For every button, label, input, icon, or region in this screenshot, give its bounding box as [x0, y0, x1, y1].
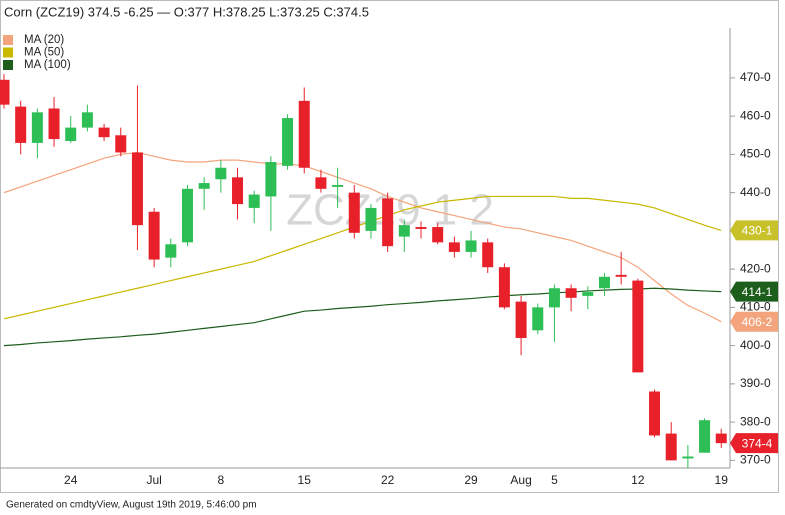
price-tag-label: 430-1 [742, 224, 773, 238]
candle-body [198, 183, 210, 189]
ma-line [3, 287, 722, 347]
y-tick-label: 470-0 [740, 70, 771, 84]
candle-body [615, 274, 627, 277]
legend-swatch [3, 47, 13, 58]
candle-body [98, 127, 110, 138]
candle-body [265, 162, 277, 197]
candle-body [282, 118, 294, 166]
candle-body [715, 433, 727, 444]
candle-body [532, 307, 544, 331]
y-tick-label: 440-0 [740, 185, 771, 199]
legend-label: MA (100) [24, 59, 71, 71]
x-tick-label: Aug [510, 473, 531, 487]
footer: Generated on cmdtyView, August 19th 2019… [6, 500, 257, 511]
y-tick-label: 410-0 [740, 300, 771, 314]
candle-body [31, 112, 43, 143]
candle-body [148, 211, 160, 260]
y-tick-label: 390-0 [740, 376, 771, 390]
candle-body [482, 242, 494, 268]
candle-body [48, 108, 60, 140]
candle-body [649, 391, 661, 436]
candle-body [565, 288, 577, 298]
candle-body [548, 288, 560, 308]
plot-area [0, 74, 727, 468]
x-tick-label: 24 [64, 473, 78, 487]
price-tag [730, 433, 778, 454]
candle-body [0, 79, 10, 105]
candle-body [398, 225, 410, 237]
y-tick-label: 450-0 [740, 147, 771, 161]
candle-body [348, 192, 360, 233]
x-tick-label: 22 [381, 473, 395, 487]
legend-label: MA (20) [24, 34, 64, 46]
y-tick-label: 370-0 [740, 453, 771, 467]
price-tag-label: 414-1 [742, 285, 773, 299]
candle-body [365, 207, 377, 231]
ma-line [3, 195, 722, 320]
legend-swatch [3, 35, 13, 45]
candle-body [432, 227, 444, 243]
candle-body [682, 456, 694, 459]
candle-body [165, 244, 177, 258]
x-tick-label: 5 [551, 473, 558, 487]
candle-body [598, 276, 610, 289]
candle-body [515, 301, 527, 338]
candle-body [215, 167, 227, 180]
candle-body [498, 267, 510, 308]
price-tag [730, 311, 778, 332]
y-tick-label: 460-0 [740, 108, 771, 122]
candle-body [131, 152, 143, 226]
x-tick-label: 8 [217, 473, 224, 487]
candle-body [582, 292, 594, 296]
y-tick-label: 400-0 [740, 338, 771, 352]
price-tag [730, 220, 778, 241]
candle-body [448, 242, 460, 252]
candle-body [298, 100, 310, 168]
candle-body [632, 280, 644, 373]
candle-body [15, 106, 27, 143]
candle-body [232, 177, 244, 205]
candle-body [81, 112, 93, 128]
x-tick-label: 15 [298, 473, 312, 487]
price-tag [730, 281, 778, 302]
legend-swatch [3, 60, 13, 70]
y-tick-label: 380-0 [740, 414, 771, 428]
price-tag-label: 406-2 [742, 315, 773, 329]
candle-body [315, 177, 327, 189]
candle-body [248, 194, 260, 208]
x-tick-label: 19 [715, 473, 729, 487]
ma-line [3, 151, 722, 323]
candle-body [665, 433, 677, 461]
candle-body [65, 127, 77, 141]
x-tick-label: 12 [631, 473, 645, 487]
chart-title: Corn (ZCZ19) 374.5 -6.25 — O:377 H:378.2… [4, 4, 369, 19]
x-tick-label: Jul [146, 473, 161, 487]
candle-body [699, 420, 711, 453]
y-tick-label: 420-0 [740, 261, 771, 275]
candle-body [382, 198, 394, 247]
candle-body [115, 135, 127, 153]
price-tag-label: 374-4 [742, 436, 773, 450]
legend-label: MA (50) [24, 47, 64, 59]
candle-body [415, 227, 427, 229]
candle-body [181, 188, 193, 243]
x-tick-label: 29 [464, 473, 478, 487]
candle-body [332, 184, 344, 187]
chart-frame [0, 0, 779, 493]
candle-body [465, 240, 477, 252]
